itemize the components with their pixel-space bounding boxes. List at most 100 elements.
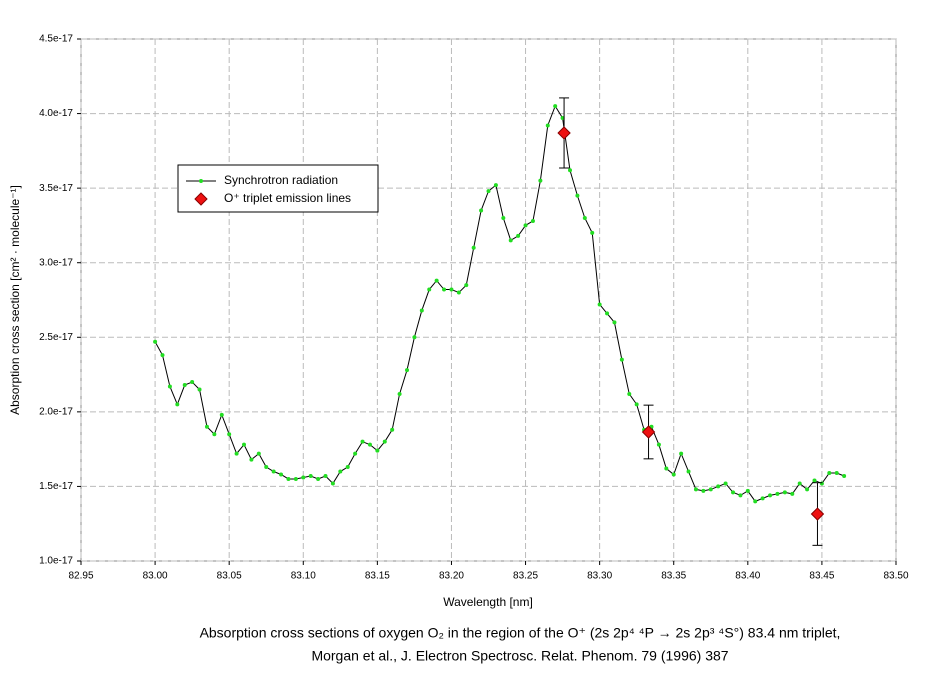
data-point xyxy=(308,473,313,478)
data-point xyxy=(605,311,610,316)
data-point xyxy=(597,302,602,307)
data-point xyxy=(634,402,639,407)
data-point xyxy=(286,476,291,481)
data-point xyxy=(842,473,847,478)
data-point xyxy=(479,208,484,213)
data-point xyxy=(701,488,706,493)
data-point xyxy=(582,215,587,220)
x-tick-label: 83.25 xyxy=(513,571,538,582)
data-point xyxy=(768,493,773,498)
data-point xyxy=(412,335,417,340)
data-point xyxy=(271,469,276,474)
data-point xyxy=(486,189,491,194)
data-point xyxy=(338,469,343,474)
data-point xyxy=(516,233,521,238)
data-point xyxy=(405,368,409,373)
data-point xyxy=(530,218,535,223)
data-point xyxy=(612,320,617,325)
data-point xyxy=(345,465,350,470)
data-point xyxy=(568,168,572,173)
data-point xyxy=(464,283,469,288)
y-tick-label: 3.0e-17 xyxy=(39,257,73,268)
legend-label: Synchrotron radiation xyxy=(224,173,338,187)
data-point xyxy=(834,471,839,476)
y-tick-label: 4.0e-17 xyxy=(39,108,73,119)
x-axis-label: Wavelength [nm] xyxy=(443,595,533,609)
data-point xyxy=(716,484,721,489)
y-tick-label: 1.5e-17 xyxy=(39,481,73,492)
data-point xyxy=(590,230,595,235)
y-axis-label: Absorption cross section [cm² · molecule… xyxy=(8,185,22,415)
caption: Morgan et al., J. Electron Spectrosc. Re… xyxy=(311,648,728,664)
data-point xyxy=(360,439,365,444)
data-point xyxy=(575,193,580,198)
data-point xyxy=(797,481,802,486)
data-point xyxy=(182,383,187,388)
x-tick-label: 83.05 xyxy=(217,571,242,582)
x-tick-label: 83.45 xyxy=(809,571,834,582)
y-tick-label: 3.5e-17 xyxy=(39,183,73,194)
data-point xyxy=(627,391,632,396)
data-point xyxy=(664,466,669,471)
data-point xyxy=(190,380,195,385)
data-point xyxy=(375,448,380,453)
x-tick-label: 83.00 xyxy=(143,571,168,582)
data-point xyxy=(353,451,358,456)
legend xyxy=(177,164,379,213)
data-point xyxy=(812,478,817,483)
data-point xyxy=(264,465,269,470)
data-point xyxy=(805,487,810,492)
data-point xyxy=(249,457,254,462)
data-point xyxy=(679,451,684,456)
data-point xyxy=(619,357,624,362)
data-point xyxy=(227,432,232,437)
data-point xyxy=(501,215,506,220)
x-tick-label: 83.10 xyxy=(291,571,316,582)
data-point xyxy=(390,427,395,432)
data-point xyxy=(708,487,713,492)
x-tick-label: 82.95 xyxy=(68,571,93,582)
x-tick-label: 83.30 xyxy=(587,571,612,582)
data-point xyxy=(434,278,439,283)
data-point xyxy=(279,472,284,477)
data-point xyxy=(790,491,795,496)
data-point xyxy=(493,183,498,188)
data-point xyxy=(693,487,698,492)
plot-area xyxy=(80,38,897,562)
data-point xyxy=(382,439,387,444)
data-point xyxy=(160,353,165,358)
data-point xyxy=(427,287,432,292)
data-point xyxy=(197,387,202,392)
data-point xyxy=(293,476,298,481)
data-point xyxy=(557,126,571,140)
data-point xyxy=(256,451,261,456)
data-point xyxy=(323,473,328,478)
data-point xyxy=(242,442,246,447)
data-point xyxy=(782,490,787,495)
y-tick-label: 2.5e-17 xyxy=(39,332,73,343)
data-point xyxy=(731,490,735,495)
data-point xyxy=(397,391,402,396)
data-point xyxy=(301,475,306,480)
y-tick-label: 2.0e-17 xyxy=(39,406,73,417)
data-point xyxy=(641,425,656,439)
data-point xyxy=(545,123,550,128)
data-point xyxy=(775,491,780,496)
data-point xyxy=(175,402,180,407)
data-point xyxy=(449,287,454,292)
data-point xyxy=(656,442,661,447)
data-point xyxy=(819,481,824,486)
data-line xyxy=(154,104,845,502)
legend-swatch xyxy=(194,192,208,206)
data-point xyxy=(204,424,209,429)
y-tick-label: 1.0e-17 xyxy=(39,556,73,567)
data-point xyxy=(738,493,743,498)
legend-swatch xyxy=(199,179,203,183)
data-point xyxy=(167,384,172,389)
data-point xyxy=(723,481,728,486)
data-point xyxy=(316,476,321,481)
data-point xyxy=(538,178,543,183)
data-point xyxy=(827,471,832,476)
x-tick-label: 83.50 xyxy=(883,571,908,582)
y-tick-label: 4.5e-17 xyxy=(39,34,73,45)
